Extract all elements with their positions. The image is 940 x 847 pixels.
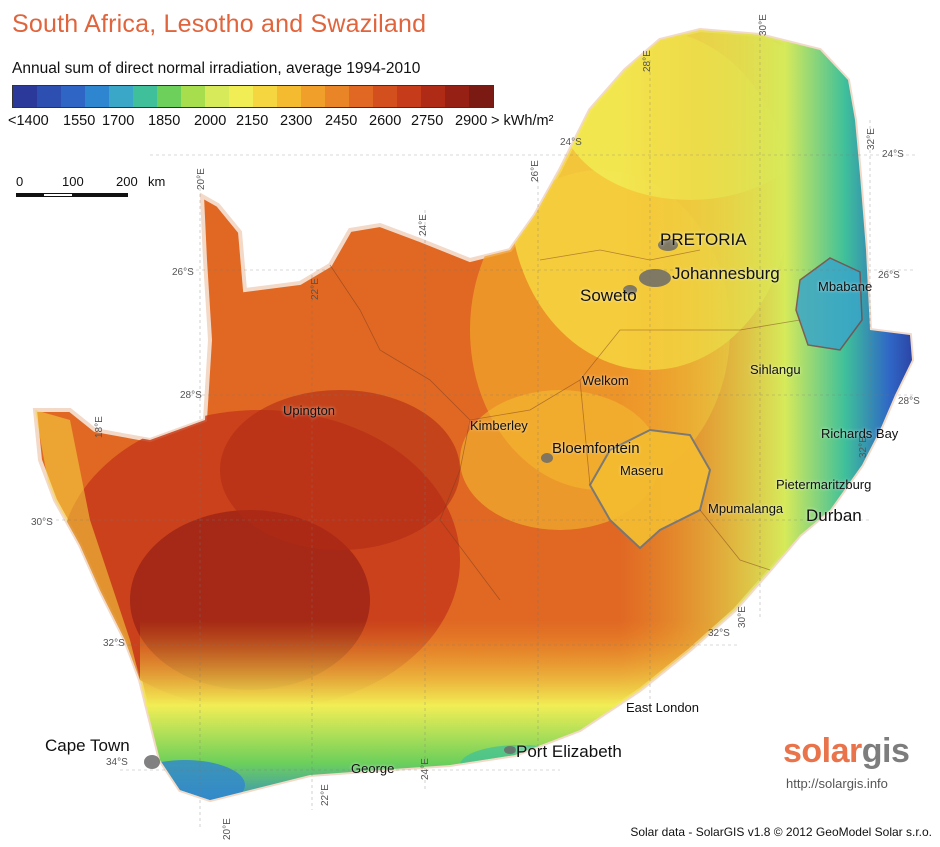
city-label-sihlangu: Sihlangu [750,362,801,377]
legend-swatch [109,86,133,107]
city-label-port-elizabeth: Port Elizabeth [516,742,622,761]
grid-label-lat: 30°S [31,517,53,528]
grid-label-lon: 24°E [420,758,431,780]
map-title: South Africa, Lesotho and Swaziland [12,10,427,38]
grid-label-lon: 22°E [310,278,321,300]
city-label-welkom: Welkom [582,373,629,388]
legend-swatch [133,86,157,107]
grid-label-lon: 20°E [222,818,233,840]
legend-title: Annual sum of direct normal irradiation,… [12,60,421,77]
legend-tick: 1700 [102,113,135,129]
legend-swatch [181,86,205,107]
legend-tick-labels: <1400 1550 1700 1850 2000 2150 2300 2450… [8,113,572,133]
legend-swatch [349,86,373,107]
city-label-soweto: Soweto [580,286,637,305]
legend-swatch [61,86,85,107]
city-label-richards-bay: Richards Bay [821,426,899,441]
legend-swatch [85,86,109,107]
legend-swatch [397,86,421,107]
grid-label-lon: 30°E [758,14,769,36]
legend-swatch [445,86,469,107]
legend-swatch [229,86,253,107]
legend-tick: 2600 [369,113,402,129]
grid-label-lon: 32°E [866,128,877,150]
grid-label-lat: 32°S [708,628,730,639]
city-label-bloemfontein: Bloemfontein [552,440,640,457]
grid-label-lon: 18°E [94,416,105,438]
city-label-durban: Durban [806,506,862,525]
legend-swatch [325,86,349,107]
scale-label: 0 [16,174,24,189]
grid-label-lat: 24°S [560,137,582,148]
legend-tick: 1550 [63,113,96,129]
city-label-mpumalanga: Mpumalanga [708,501,784,516]
grid-label-lat: 32°S [103,638,125,649]
grid-label-lat: 28°S [898,396,920,407]
city-label-george: George [351,761,395,776]
scale-label: 200 [116,174,138,189]
legend-swatch [421,86,445,107]
legend-swatch [13,86,37,107]
scale-label: 100 [62,174,84,189]
legend-tick: 2900 [455,113,488,129]
legend-tick: <1400 [8,113,49,129]
source-url[interactable]: http://solargis.info [786,776,888,791]
grid-label-lon: 26°E [530,160,541,182]
legend-tick: 2750 [411,113,444,129]
city-label-cape-town: Cape Town [45,736,130,755]
legend-swatch [253,86,277,107]
grid-label-lon: 28°E [642,50,653,72]
city-label-kimberley: Kimberley [470,418,528,433]
legend-swatch [301,86,325,107]
map-scale-bar: 0 100 200 km [16,174,216,204]
city-label-east-london: East London [626,700,700,715]
legend-swatch [157,86,181,107]
swaziland-outline [795,257,863,351]
grid-label-lat: 26°S [172,267,194,278]
grid-label-lat: 26°S [878,270,900,281]
legend-swatch [373,86,397,107]
legend-swatch [205,86,229,107]
legend-swatch [37,86,61,107]
city-label-pretoria: PRETORIA [660,230,747,249]
grid-label-lat: 24°S [882,149,904,160]
legend-swatch [469,86,493,107]
data-credit: Solar data - SolarGIS v1.8 © 2012 GeoMod… [630,825,932,839]
city-label-johannesburg: Johannesburg [672,264,780,283]
grid-label-lat: 34°S [106,757,128,768]
legend-tick: 1850 [148,113,181,129]
legend-tick: 2000 [194,113,227,129]
grid-label-lon: 24°E [418,214,429,236]
city-label-maseru: Maseru [620,463,664,478]
grid-label-lat: 28°S [180,390,202,401]
solargis-logo: solargis [783,732,910,770]
legend-tick: 2450 [325,113,358,129]
city-label-pietermaritzburg: Pietermaritzburg [776,477,872,492]
city-label-upington: Upington [283,403,336,418]
legend-tick: 2150 [236,113,269,129]
legend-tick: 2300 [280,113,313,129]
grid-label-lon: 20°E [196,168,207,190]
legend-tick: > kWh/m² [491,113,554,129]
city-label-mbabane: Mbabane [818,279,873,294]
scale-label: km [148,174,166,189]
grid-label-lon: 22°E [320,784,331,806]
grid-label-lon: 30°E [737,606,748,628]
color-legend-bar [12,85,494,108]
grid-label-lon: 32°E [858,436,869,458]
scale-line [16,193,128,197]
legend-swatch [277,86,301,107]
